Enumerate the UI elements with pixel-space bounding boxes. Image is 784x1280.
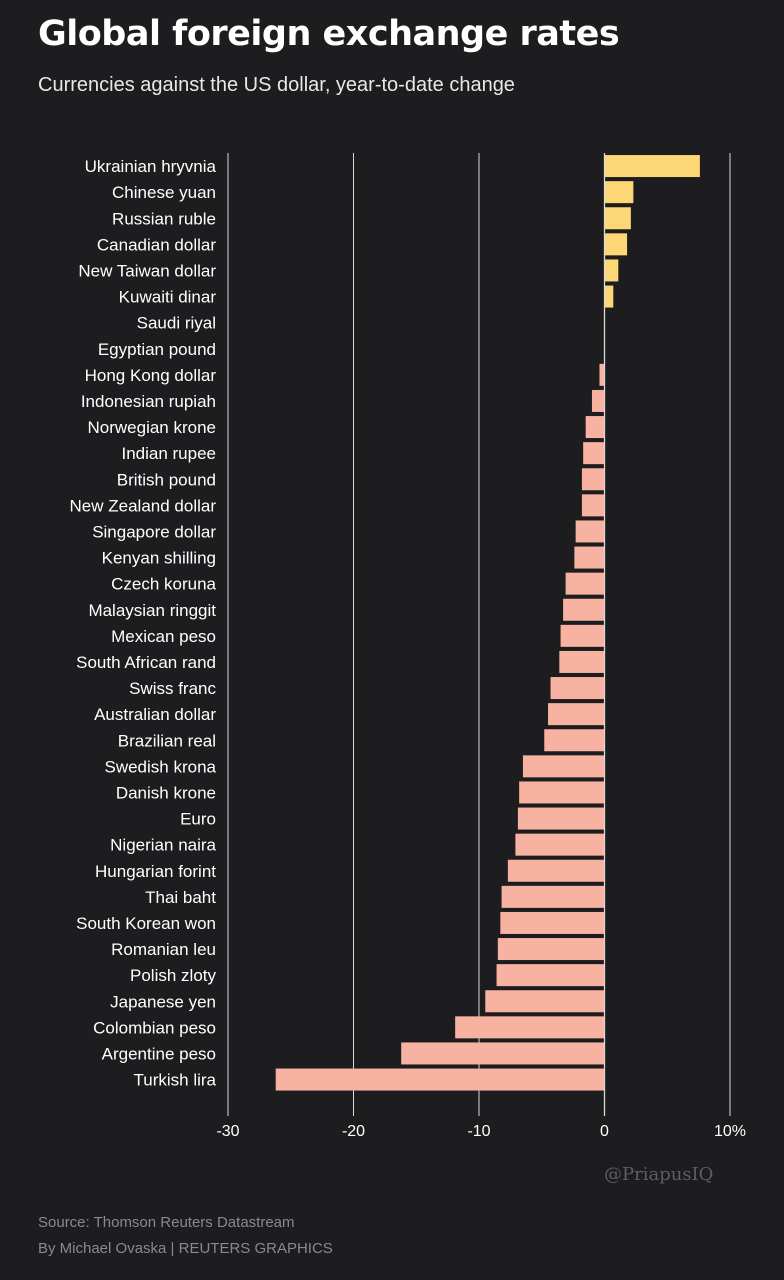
bar-danish-krone bbox=[519, 781, 605, 804]
category-label: Argentine peso bbox=[102, 1044, 216, 1063]
category-label: Egyptian pound bbox=[98, 340, 216, 359]
category-label: Polish zloty bbox=[130, 966, 216, 985]
bar-nigerian-naira bbox=[515, 833, 605, 856]
category-label: Australian dollar bbox=[94, 705, 216, 724]
category-label: Swiss franc bbox=[129, 679, 216, 698]
bar-indian-rupee bbox=[583, 442, 605, 465]
category-label: Colombian peso bbox=[93, 1018, 216, 1037]
category-label: Turkish lira bbox=[134, 1071, 217, 1090]
category-label: Saudi riyal bbox=[137, 314, 216, 333]
bar-japanese-yen bbox=[485, 990, 605, 1013]
bar-thai-baht bbox=[501, 885, 605, 908]
bar-czech-koruna bbox=[565, 572, 605, 595]
x-tick-label: -10 bbox=[467, 1123, 490, 1140]
x-tick-label: -20 bbox=[342, 1123, 365, 1140]
bar-turkish-lira bbox=[275, 1068, 605, 1091]
category-label: Ukrainian hryvnia bbox=[85, 157, 217, 176]
category-label: Japanese yen bbox=[110, 992, 216, 1011]
chart-title: Global foreign exchange rates bbox=[38, 14, 620, 54]
category-label: Danish krone bbox=[116, 783, 216, 802]
chart-subtitle: Currencies against the US dollar, year-t… bbox=[38, 74, 515, 96]
category-label: South African rand bbox=[76, 653, 216, 672]
bar-chinese-yuan bbox=[604, 181, 634, 204]
category-label: New Taiwan dollar bbox=[78, 261, 216, 280]
bar-brazilian-real bbox=[544, 729, 605, 752]
bar-new-zealand-dollar bbox=[581, 494, 605, 517]
x-tick-label: 0 bbox=[600, 1123, 609, 1140]
bar-swedish-krona bbox=[522, 755, 605, 778]
bar-hong-kong-dollar bbox=[599, 363, 605, 386]
category-label: Hong Kong dollar bbox=[85, 366, 217, 385]
bar-mexican-peso bbox=[560, 624, 605, 647]
category-label: Chinese yuan bbox=[112, 183, 216, 202]
x-tick-label: 10% bbox=[714, 1123, 746, 1140]
bar-new-taiwan-dollar bbox=[604, 259, 619, 282]
bar-hungarian-forint bbox=[507, 859, 605, 882]
category-label: Mexican peso bbox=[111, 627, 216, 646]
category-label: Kenyan shilling bbox=[102, 549, 216, 568]
bar-colombian-peso bbox=[455, 1016, 605, 1039]
category-label: South Korean won bbox=[76, 914, 216, 933]
bar-argentine-peso bbox=[401, 1042, 605, 1065]
category-label: Czech koruna bbox=[111, 575, 216, 594]
x-tick-label: -30 bbox=[216, 1123, 239, 1140]
source-note: Source: Thomson Reuters Datastream bbox=[38, 1214, 295, 1231]
bar-chart: Ukrainian hryvnia Chinese yuan Russian rub… bbox=[70, 153, 746, 1140]
watermark: @PriapusIQ bbox=[604, 1164, 714, 1185]
bar-british-pound bbox=[581, 468, 605, 491]
category-label: Singapore dollar bbox=[92, 522, 216, 541]
category-label: Euro bbox=[180, 810, 216, 829]
bar-canadian-dollar bbox=[604, 233, 628, 256]
bar-malaysian-ringgit bbox=[563, 598, 605, 621]
bar-euro bbox=[517, 807, 605, 830]
category-label: Romanian leu bbox=[111, 940, 216, 959]
category-label: Nigerian naira bbox=[110, 836, 216, 855]
bar-polish-zloty bbox=[496, 964, 605, 987]
category-label: Russian ruble bbox=[112, 209, 216, 228]
bar-kuwaiti-dinar bbox=[604, 285, 614, 308]
category-label: Hungarian forint bbox=[95, 862, 216, 881]
category-label: Indian rupee bbox=[121, 444, 216, 463]
category-label: Kuwaiti dinar bbox=[119, 288, 217, 307]
category-label: Norwegian krone bbox=[87, 418, 216, 437]
category-label: Swedish krona bbox=[104, 757, 216, 776]
bar-kenyan-shilling bbox=[574, 546, 605, 569]
bar-australian-dollar bbox=[548, 703, 605, 726]
bar-norwegian-krone bbox=[585, 416, 605, 439]
category-label: Thai baht bbox=[145, 888, 216, 907]
bar-swiss-franc bbox=[550, 677, 605, 700]
bar-south-korean-won bbox=[500, 911, 605, 934]
category-label: Indonesian rupiah bbox=[81, 392, 216, 411]
bar-russian-ruble bbox=[604, 207, 631, 230]
bar-south-african-rand bbox=[559, 650, 605, 673]
category-label: Malaysian ringgit bbox=[88, 601, 216, 620]
bar-indonesian-rupiah bbox=[591, 389, 605, 412]
category-label: Canadian dollar bbox=[97, 235, 216, 254]
bar-ukrainian-hryvnia bbox=[604, 155, 700, 178]
bar-singapore-dollar bbox=[575, 520, 605, 543]
category-label: British pound bbox=[117, 470, 216, 489]
bar-romanian-leu bbox=[497, 938, 605, 961]
category-label: Brazilian real bbox=[118, 731, 216, 750]
category-label: New Zealand dollar bbox=[70, 496, 217, 515]
byline: By Michael Ovaska | REUTERS GRAPHICS bbox=[38, 1240, 333, 1257]
